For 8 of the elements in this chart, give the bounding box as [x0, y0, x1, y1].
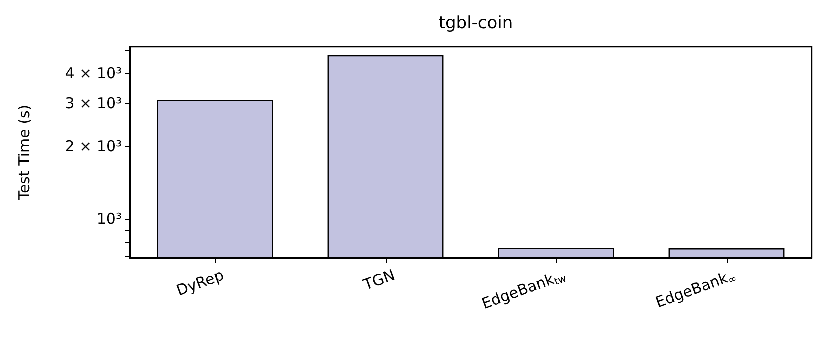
chart-title: tgbl-coin — [438, 14, 514, 34]
x-tick-label: DyRep — [174, 266, 227, 300]
y-tick-label: 4 × 10³ — [65, 64, 122, 83]
y-tick-label: 3 × 10³ — [65, 94, 122, 113]
y-tick-label: 2 × 10³ — [65, 137, 122, 156]
y-axis-title: Test Time (s) — [16, 104, 34, 202]
x-tick-label: TGN — [360, 266, 398, 294]
y-tick-label: 10³ — [96, 210, 122, 228]
